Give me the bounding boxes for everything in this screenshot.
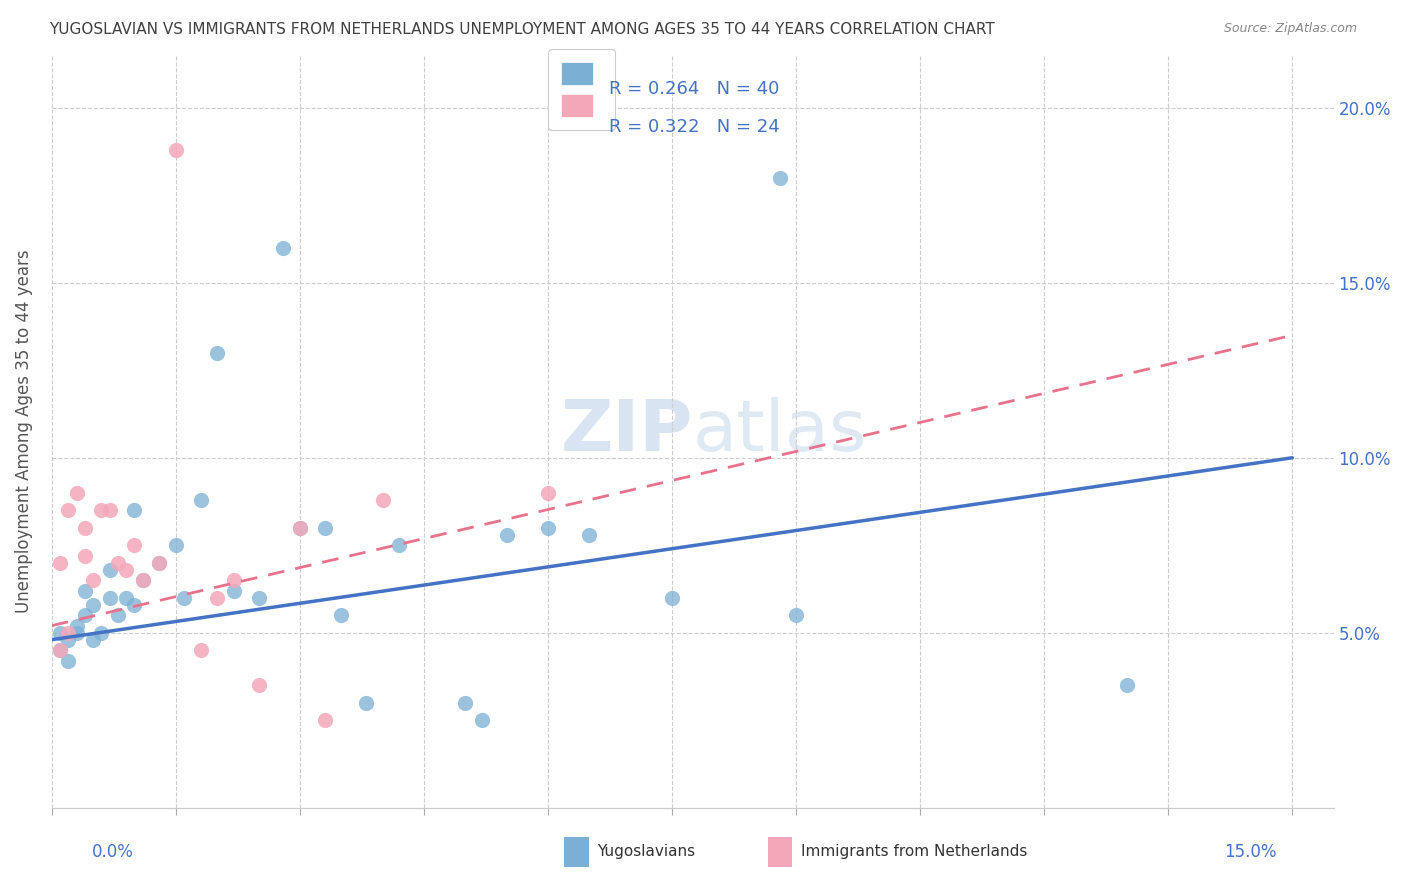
Point bbox=[49, 625, 72, 640]
Point bbox=[107, 608, 129, 623]
Text: R = 0.264   N = 40: R = 0.264 N = 40 bbox=[609, 80, 780, 98]
Point bbox=[288, 521, 311, 535]
Point bbox=[190, 492, 212, 507]
Point bbox=[148, 556, 170, 570]
Point bbox=[58, 625, 80, 640]
Point bbox=[98, 563, 121, 577]
Point bbox=[661, 591, 683, 605]
Text: atlas: atlas bbox=[693, 397, 868, 466]
Point bbox=[1115, 678, 1137, 692]
Point bbox=[90, 503, 112, 517]
Point bbox=[58, 503, 80, 517]
Point bbox=[273, 241, 295, 255]
Point bbox=[82, 598, 104, 612]
Point bbox=[49, 556, 72, 570]
Text: Yugoslavians: Yugoslavians bbox=[598, 845, 696, 859]
Point bbox=[314, 713, 336, 727]
Point bbox=[132, 573, 155, 587]
Point bbox=[58, 632, 80, 647]
Point bbox=[247, 678, 270, 692]
Text: R = 0.322   N = 24: R = 0.322 N = 24 bbox=[609, 118, 780, 136]
Point bbox=[205, 345, 228, 359]
Point bbox=[148, 556, 170, 570]
Point bbox=[115, 563, 138, 577]
Point bbox=[388, 538, 411, 552]
Point bbox=[205, 591, 228, 605]
Point bbox=[65, 485, 87, 500]
Point bbox=[73, 549, 96, 563]
Text: YUGOSLAVIAN VS IMMIGRANTS FROM NETHERLANDS UNEMPLOYMENT AMONG AGES 35 TO 44 YEAR: YUGOSLAVIAN VS IMMIGRANTS FROM NETHERLAN… bbox=[49, 22, 995, 37]
Point bbox=[165, 143, 187, 157]
Point bbox=[115, 591, 138, 605]
Point bbox=[107, 556, 129, 570]
Point bbox=[537, 521, 560, 535]
Text: Immigrants from Netherlands: Immigrants from Netherlands bbox=[801, 845, 1028, 859]
Point bbox=[165, 538, 187, 552]
Text: 15.0%: 15.0% bbox=[1225, 843, 1277, 861]
Point bbox=[124, 538, 146, 552]
Point bbox=[173, 591, 195, 605]
Point bbox=[124, 503, 146, 517]
Point bbox=[65, 625, 87, 640]
Point bbox=[495, 527, 517, 541]
Point bbox=[768, 170, 790, 185]
Point bbox=[73, 608, 96, 623]
Text: ZIP: ZIP bbox=[561, 397, 693, 466]
Text: 0.0%: 0.0% bbox=[91, 843, 134, 861]
Point bbox=[247, 591, 270, 605]
Point bbox=[98, 591, 121, 605]
Point bbox=[314, 521, 336, 535]
Point bbox=[49, 643, 72, 657]
Point bbox=[537, 485, 560, 500]
Point bbox=[222, 583, 245, 598]
Y-axis label: Unemployment Among Ages 35 to 44 years: Unemployment Among Ages 35 to 44 years bbox=[15, 250, 32, 614]
Point bbox=[58, 654, 80, 668]
Legend: , : , bbox=[548, 49, 614, 130]
Point bbox=[73, 521, 96, 535]
Point bbox=[288, 521, 311, 535]
Point bbox=[65, 618, 87, 632]
Point bbox=[124, 598, 146, 612]
Point bbox=[82, 632, 104, 647]
Text: Source: ZipAtlas.com: Source: ZipAtlas.com bbox=[1223, 22, 1357, 36]
Point bbox=[371, 492, 394, 507]
Point bbox=[132, 573, 155, 587]
Point bbox=[354, 696, 377, 710]
Point bbox=[90, 625, 112, 640]
Point bbox=[222, 573, 245, 587]
Point bbox=[73, 583, 96, 598]
Point bbox=[471, 713, 494, 727]
Point bbox=[578, 527, 600, 541]
Point bbox=[454, 696, 477, 710]
Point bbox=[330, 608, 353, 623]
Point bbox=[190, 643, 212, 657]
Point bbox=[785, 608, 807, 623]
Point bbox=[98, 503, 121, 517]
Point bbox=[49, 643, 72, 657]
Point bbox=[82, 573, 104, 587]
